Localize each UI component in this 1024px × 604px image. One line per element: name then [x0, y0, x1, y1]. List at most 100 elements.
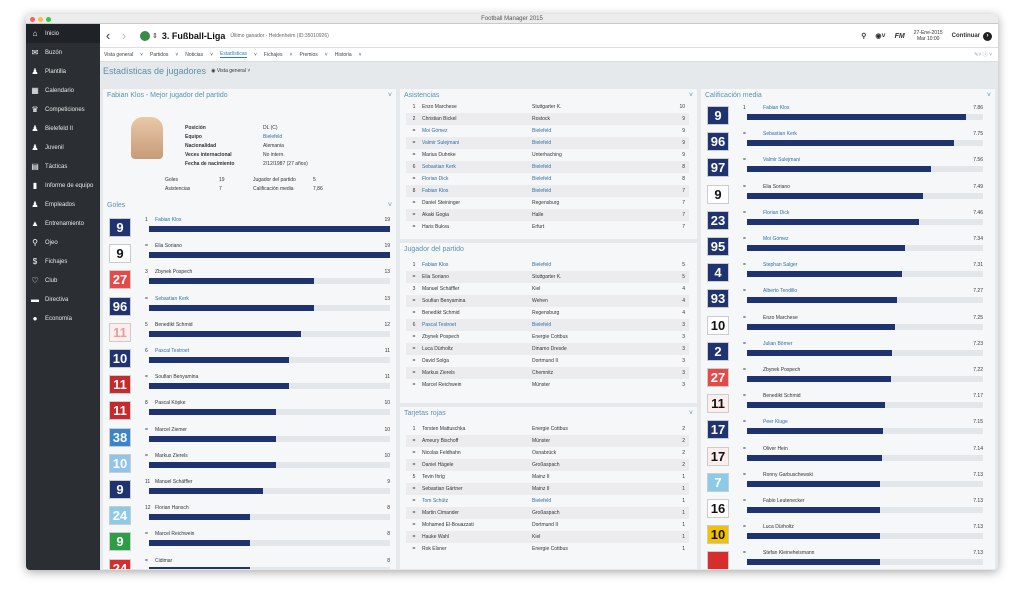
goal-row[interactable]: 11 5 Benedikt Schmid 12 — [109, 320, 390, 346]
table-row[interactable]: = Benedikt Schmid Regensburg 4 — [406, 307, 689, 319]
player-name[interactable]: Sebastian Kerk — [763, 131, 797, 138]
player-name[interactable]: Marcel Reichwein — [155, 531, 195, 538]
sidebar-item[interactable]: ♟ Empleados — [26, 195, 100, 214]
player-name[interactable]: Tevin Ihrig — [422, 474, 445, 480]
sidebar-item[interactable]: $ Fichajes — [26, 252, 100, 271]
player-name[interactable]: Marcel Ziemer — [155, 426, 187, 433]
view-selector[interactable]: ◉ Vista general ˅ — [211, 67, 251, 74]
player-name[interactable]: Zbynek Pospech — [155, 269, 193, 276]
sidebar-item[interactable]: ♟ Bielefeld II — [26, 119, 100, 138]
search-icon[interactable]: ⚲ — [861, 33, 867, 40]
table-row[interactable]: = Markus Zierels Chemnitz 3 — [406, 367, 689, 379]
club-name[interactable]: Großaspach — [532, 462, 560, 468]
goal-row[interactable]: 24 12 Florian Hansch 8 — [109, 503, 390, 529]
rating-row[interactable]: 96 = Sebastian Kerk 7.75 — [707, 129, 983, 155]
goal-row[interactable]: 38 = Marcel Ziemer 10 — [109, 425, 390, 451]
player-name[interactable]: Tom Schütz — [422, 498, 449, 504]
player-name[interactable]: Fabian Klos — [422, 188, 449, 194]
sidebar-item[interactable]: ⚲ Ojeo — [26, 233, 100, 252]
sidebar-item[interactable]: ▬ Directiva — [26, 290, 100, 309]
player-name[interactable]: Manuel Schäffler — [422, 286, 460, 292]
table-row[interactable]: = Marcel Reichwein Münster 3 — [406, 379, 689, 391]
rating-row[interactable]: 97 = Valmir Sulejmani 7.56 — [707, 155, 983, 181]
player-name[interactable]: Soufian Benyamina — [422, 298, 466, 304]
player-name[interactable]: Luca Dürholtz — [763, 524, 794, 531]
player-name[interactable]: Hauke Wahl — [422, 534, 450, 540]
goal-row[interactable]: 10 = Markus Zierels 10 — [109, 451, 390, 477]
table-row[interactable]: 6 Sebastian Kerk Bielefeld 8 — [406, 161, 689, 173]
club-name[interactable]: Münster — [532, 382, 551, 388]
date-display[interactable]: 27-Ene-2015 Mar 10:00 — [914, 30, 943, 42]
player-name[interactable]: Markus Zierels — [422, 370, 455, 376]
table-row[interactable]: = Mohamed El-Bouazzati Dortmund II 1 — [406, 519, 689, 531]
club-name[interactable]: Bielefeld — [532, 164, 552, 170]
club-name[interactable]: Kiel — [532, 534, 541, 540]
table-row[interactable]: = Rok Elsner Energie Cottbus 1 — [406, 543, 689, 555]
player-name[interactable]: Soufian Benyamina — [155, 374, 199, 381]
minimize-icon[interactable] — [38, 16, 43, 22]
subnav-tab[interactable]: Vista general — [104, 51, 134, 58]
sidebar-item[interactable]: ♟ Juvenil — [26, 138, 100, 157]
player-name[interactable]: Akaki Gogia — [422, 212, 449, 218]
table-row[interactable]: = Nicolas Feldhahn Osnabrück 2 — [406, 447, 689, 459]
player-name[interactable]: Daniel Steininger — [422, 200, 461, 206]
club-name[interactable]: Bielefeld — [532, 176, 552, 182]
sidebar-item[interactable]: ▲ Entrenamiento — [26, 214, 100, 233]
table-row[interactable]: = Elia Soriano Stuttgarter K. 5 — [406, 271, 689, 283]
player-name[interactable]: Moi Gómez — [422, 128, 448, 134]
player-name[interactable]: Ronny Garbuschewski — [763, 471, 814, 478]
player-name[interactable]: Sebastian Gärtner — [422, 486, 463, 492]
player-name[interactable]: Rok Elsner — [422, 546, 447, 552]
goal-row[interactable]: 11 8 Pascal Köpke 10 — [109, 398, 390, 424]
player-name[interactable]: Valmir Sulejmani — [763, 157, 801, 164]
club-name[interactable]: Bielefeld — [532, 128, 552, 134]
table-row[interactable]: = Tom Schütz Bielefeld 1 — [406, 495, 689, 507]
player-name[interactable]: David Solga — [422, 358, 449, 364]
player-name[interactable]: Stephan Salger — [763, 262, 798, 269]
table-row[interactable]: 2 Christian Bickel Rostock 9 — [406, 113, 689, 125]
table-row[interactable]: 5 Tevin Ihrig Mainz II 1 — [406, 471, 689, 483]
club-name[interactable]: Mainz II — [532, 474, 550, 480]
player-name[interactable]: Fabian Klos — [155, 217, 182, 223]
info-value[interactable]: Bielefeld — [263, 134, 283, 140]
goal-row[interactable]: 10 6 Pascal Testroet 11 — [109, 346, 390, 372]
subnav-tab[interactable]: Noticias — [185, 51, 204, 58]
player-name[interactable]: Zbynek Pospech — [422, 334, 460, 340]
rating-row[interactable]: 95 = Moi Gómez 7.34 — [707, 234, 983, 260]
player-name[interactable]: Christian Bickel — [422, 116, 457, 122]
zoom-icon[interactable] — [46, 16, 51, 22]
table-row[interactable]: = Daniel Steininger Regensburg 7 — [406, 197, 689, 209]
club-name[interactable]: Bielefeld — [532, 322, 552, 328]
subnav-tools[interactable]: ✎˅ ⓘ ˅ — [974, 52, 992, 58]
globe-icon[interactable]: ◉˅ — [875, 33, 886, 40]
player-name[interactable]: Luca Dürholtz — [422, 346, 453, 352]
player-name[interactable]: Sebastian Kerk — [155, 295, 189, 302]
rating-row[interactable]: 7 = Ronny Garbuschewski 7.13 — [707, 470, 983, 496]
rating-row[interactable]: 11 = Benedikt Schmid 7.17 — [707, 391, 983, 417]
chevron-down-icon[interactable]: ˅ — [986, 92, 991, 99]
table-row[interactable]: = Akaki Gogia Halle 7 — [406, 209, 689, 221]
player-name[interactable]: Sebastian Kerk — [422, 164, 456, 170]
player-name[interactable]: Enzo Marchese — [763, 314, 798, 321]
club-name[interactable]: Energie Cottbus — [532, 546, 568, 552]
table-row[interactable]: = Sebastian Gärtner Mainz II 1 — [406, 483, 689, 495]
club-name[interactable]: Dortmund II — [532, 522, 559, 528]
goal-row[interactable]: 27 3 Zbynek Pospech 13 — [109, 267, 390, 293]
table-row[interactable]: = Valmir Sulejmani Bielefeld 9 — [406, 137, 689, 149]
table-row[interactable]: = Soufian Benyamina Wehen 4 — [406, 295, 689, 307]
club-name[interactable]: Bielefeld — [532, 140, 552, 146]
table-row[interactable]: = Martin Cimander Großaspach 1 — [406, 507, 689, 519]
continue-button[interactable]: Continuar › — [952, 31, 992, 41]
goal-row[interactable]: 24 = Cidimar 8 — [109, 556, 390, 569]
table-row[interactable]: = Daniel Hägele Großaspach 2 — [406, 459, 689, 471]
club-name[interactable]: Bielefeld — [532, 188, 552, 194]
player-name[interactable]: Elia Soriano — [763, 183, 790, 190]
player-name[interactable]: Enzo Marchese — [422, 104, 457, 110]
player-name[interactable]: Pascal Testroet — [155, 348, 190, 354]
table-row[interactable]: = Florian Dick Bielefeld 8 — [406, 173, 689, 185]
club-name[interactable]: Energie Cottbus — [532, 426, 568, 432]
rating-row[interactable]: 9 = Elia Soriano 7.49 — [707, 182, 983, 208]
chevron-down-icon[interactable]: ˅ — [387, 92, 392, 99]
goal-row[interactable]: 9 1 Fabian Klos 19 — [109, 215, 390, 241]
table-row[interactable]: 6 Pascal Testroet Bielefeld 3 — [406, 319, 689, 331]
